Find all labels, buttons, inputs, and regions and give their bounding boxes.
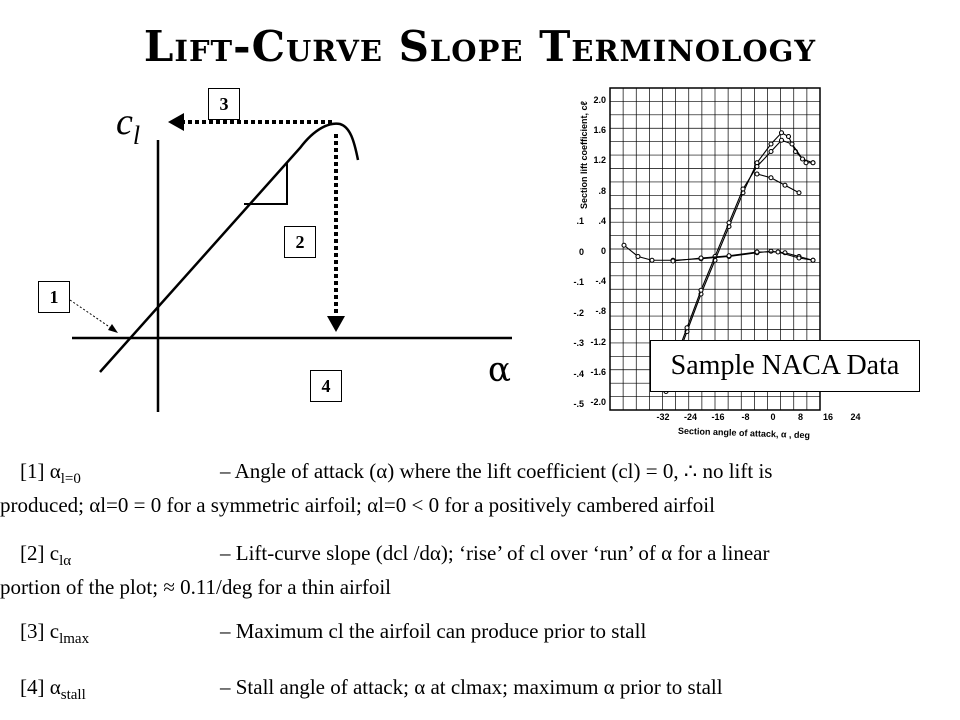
naca-data-point	[740, 186, 746, 192]
naca-data-point	[778, 130, 785, 136]
naca-data-point	[785, 133, 792, 140]
naca-y-tick: 0	[600, 246, 606, 256]
naca-y-tick: 1.6	[593, 125, 606, 136]
naca-y-tick: -1.6	[590, 366, 606, 377]
y-axis-label: cl	[116, 101, 141, 150]
naca-y-tick: -.4	[595, 276, 606, 287]
naca-y-tick: -.8	[595, 306, 606, 317]
naca-data-point	[684, 325, 690, 331]
naca-data-point	[698, 255, 704, 261]
lift-curve	[99, 122, 360, 373]
naca-data-point	[789, 141, 795, 147]
naca-y2-tick: -.2	[573, 307, 584, 318]
naca-x-tick: 0	[770, 412, 776, 422]
naca-data-point	[803, 160, 809, 166]
naca-data-point	[799, 156, 806, 162]
callout-1-leader	[69, 299, 115, 331]
x-axis-label: α	[488, 350, 511, 390]
naca-data-curve	[665, 139, 814, 385]
naca-x-tick: 16	[822, 412, 833, 422]
naca-data-point	[698, 287, 704, 293]
naca-y2-tick: -.5	[573, 399, 584, 409]
naca-data-point	[768, 148, 774, 155]
callout-3-box: 3	[208, 88, 240, 120]
naca-data-point	[635, 253, 641, 260]
naca-data-point	[778, 137, 785, 143]
naca-data-point	[782, 182, 788, 188]
naca-data-point	[810, 257, 816, 263]
naca-x-tick: 24	[850, 412, 861, 422]
naca-y2-tick: -.1	[573, 277, 584, 287]
callout-2-box: 2	[284, 226, 316, 258]
definition-2: [2] clα – Lift-curve slope (dcl /dα); ‘r…	[0, 541, 770, 599]
naca-data-curve	[756, 173, 800, 194]
naca-y-tick: .8	[598, 185, 606, 196]
naca-data-point	[810, 160, 816, 166]
naca-y-tick: 2.0	[593, 95, 606, 105]
naca-y-tick: .4	[598, 215, 606, 226]
naca-y-tick: -2.0	[590, 397, 606, 407]
naca-y-tick: -1.2	[590, 336, 606, 347]
naca-y2-tick: 0	[578, 246, 584, 257]
naca-data-point	[768, 248, 774, 254]
naca-x-tick: -8	[741, 412, 750, 422]
naca-data-point	[754, 249, 760, 255]
naca-data-point	[768, 175, 774, 181]
naca-data-point	[670, 258, 676, 264]
naca-data-point	[768, 141, 774, 147]
naca-x-tick: -24	[683, 412, 697, 422]
naca-y-tick: 1.2	[593, 155, 606, 166]
naca-data-point	[796, 190, 802, 196]
naca-x-tick: -32	[656, 412, 670, 422]
slope-triangle	[244, 162, 288, 205]
naca-y2-tick: .1	[576, 216, 584, 226]
naca-label-box: Sample NACA Data	[650, 340, 920, 392]
definition-4: [4] αstall – Stall angle of attack; α at…	[20, 675, 723, 703]
callout-1-box: 1	[38, 281, 70, 313]
naca-data-point	[621, 242, 627, 248]
naca-y2-tick: -.4	[573, 368, 584, 379]
naca-data-point	[649, 257, 655, 263]
definition-1: [1] αl=0 – Angle of attack (α) where the…	[0, 459, 773, 517]
definition-3: [3] clmax – Maximum cl the airfoil can p…	[20, 619, 647, 647]
callout-4-box: 4	[310, 370, 342, 402]
naca-data-point	[796, 255, 802, 261]
naca-x-tick: -16	[711, 412, 725, 422]
page-title: Lift-Curve Slope Terminology	[143, 22, 817, 71]
naca-x-tick: 8	[797, 412, 803, 422]
naca-data-point	[754, 171, 760, 177]
naca-data-point	[726, 220, 732, 226]
naca-y2-tick: -.3	[573, 338, 584, 348]
naca-data-point	[754, 163, 760, 170]
naca-data-point	[775, 249, 781, 255]
naca-data-point	[726, 253, 732, 259]
